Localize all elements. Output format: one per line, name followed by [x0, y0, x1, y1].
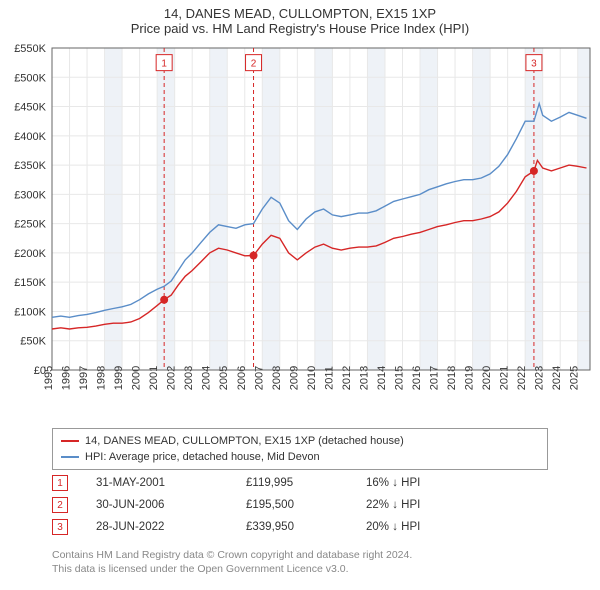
- svg-text:1: 1: [161, 59, 167, 70]
- marker-row: 2 30-JUN-2006 £195,500 22% ↓ HPI: [52, 494, 548, 516]
- svg-text:2024: 2024: [551, 366, 563, 390]
- marker-date: 31-MAY-2001: [96, 477, 246, 489]
- title-line-1: 14, DANES MEAD, CULLOMPTON, EX15 1XP: [0, 6, 600, 21]
- svg-text:2025: 2025: [569, 366, 581, 390]
- marker-row: 3 28-JUN-2022 £339,950 20% ↓ HPI: [52, 516, 548, 538]
- legend: 14, DANES MEAD, CULLOMPTON, EX15 1XP (de…: [52, 428, 548, 470]
- svg-text:2: 2: [251, 59, 257, 70]
- legend-label-hpi: HPI: Average price, detached house, Mid …: [85, 449, 320, 465]
- footer-line-2: This data is licensed under the Open Gov…: [52, 562, 548, 576]
- svg-text:2001: 2001: [148, 366, 160, 390]
- svg-text:2009: 2009: [288, 366, 300, 390]
- svg-text:2020: 2020: [481, 366, 493, 390]
- svg-text:2015: 2015: [393, 366, 405, 390]
- svg-text:2004: 2004: [201, 366, 213, 390]
- svg-text:1999: 1999: [113, 366, 125, 390]
- chart-area: £0£50K£100K£150K£200K£250K£300K£350K£400…: [0, 40, 600, 420]
- svg-text:2013: 2013: [358, 366, 370, 390]
- marker-price: £195,500: [246, 499, 366, 511]
- marker-badge-1: 1: [52, 475, 68, 491]
- legend-label-property: 14, DANES MEAD, CULLOMPTON, EX15 1XP (de…: [85, 433, 404, 449]
- svg-text:2017: 2017: [429, 366, 441, 390]
- title-line-2: Price paid vs. HM Land Registry's House …: [0, 21, 600, 36]
- svg-text:3: 3: [531, 59, 537, 70]
- svg-text:2014: 2014: [376, 366, 388, 390]
- svg-text:1995: 1995: [43, 366, 55, 390]
- price-chart-svg: £0£50K£100K£150K£200K£250K£300K£350K£400…: [0, 40, 600, 420]
- svg-text:£550K: £550K: [14, 43, 46, 55]
- svg-text:£250K: £250K: [14, 219, 46, 231]
- svg-text:1997: 1997: [78, 366, 90, 390]
- svg-text:£200K: £200K: [14, 248, 46, 260]
- svg-text:1998: 1998: [96, 366, 108, 390]
- svg-text:2018: 2018: [446, 366, 458, 390]
- svg-text:2003: 2003: [183, 366, 195, 390]
- svg-text:2006: 2006: [236, 366, 248, 390]
- svg-text:2016: 2016: [411, 366, 423, 390]
- svg-text:2010: 2010: [306, 366, 318, 390]
- svg-text:2007: 2007: [253, 366, 265, 390]
- legend-item-property: 14, DANES MEAD, CULLOMPTON, EX15 1XP (de…: [61, 433, 539, 449]
- legend-swatch-hpi: [61, 456, 79, 458]
- marker-badge-2: 2: [52, 497, 68, 513]
- svg-text:£100K: £100K: [14, 306, 46, 318]
- svg-text:2008: 2008: [271, 366, 283, 390]
- chart-titles: 14, DANES MEAD, CULLOMPTON, EX15 1XP Pri…: [0, 0, 600, 36]
- svg-text:2005: 2005: [218, 366, 230, 390]
- marker-diff: 20% ↓ HPI: [366, 521, 486, 533]
- footer-attribution: Contains HM Land Registry data © Crown c…: [52, 548, 548, 576]
- marker-row: 1 31-MAY-2001 £119,995 16% ↓ HPI: [52, 472, 548, 494]
- svg-text:2021: 2021: [499, 366, 511, 390]
- marker-price: £339,950: [246, 521, 366, 533]
- marker-diff: 16% ↓ HPI: [366, 477, 486, 489]
- svg-text:2019: 2019: [464, 366, 476, 390]
- marker-badge-3: 3: [52, 519, 68, 535]
- svg-text:2000: 2000: [131, 366, 143, 390]
- svg-text:2012: 2012: [341, 366, 353, 390]
- legend-item-hpi: HPI: Average price, detached house, Mid …: [61, 449, 539, 465]
- svg-text:2002: 2002: [166, 366, 178, 390]
- svg-text:£500K: £500K: [14, 72, 46, 84]
- marker-date: 30-JUN-2006: [96, 499, 246, 511]
- svg-text:£350K: £350K: [14, 160, 46, 172]
- svg-text:2022: 2022: [516, 366, 528, 390]
- footer-line-1: Contains HM Land Registry data © Crown c…: [52, 548, 548, 562]
- svg-text:£450K: £450K: [14, 102, 46, 114]
- marker-price: £119,995: [246, 477, 366, 489]
- marker-date: 28-JUN-2022: [96, 521, 246, 533]
- marker-table: 1 31-MAY-2001 £119,995 16% ↓ HPI 2 30-JU…: [52, 472, 548, 538]
- svg-text:£300K: £300K: [14, 189, 46, 201]
- svg-text:£150K: £150K: [14, 277, 46, 289]
- svg-text:2023: 2023: [534, 366, 546, 390]
- svg-text:1996: 1996: [61, 366, 73, 390]
- svg-text:£50K: £50K: [20, 336, 46, 348]
- legend-swatch-property: [61, 440, 79, 442]
- marker-diff: 22% ↓ HPI: [366, 499, 486, 511]
- svg-text:£400K: £400K: [14, 131, 46, 143]
